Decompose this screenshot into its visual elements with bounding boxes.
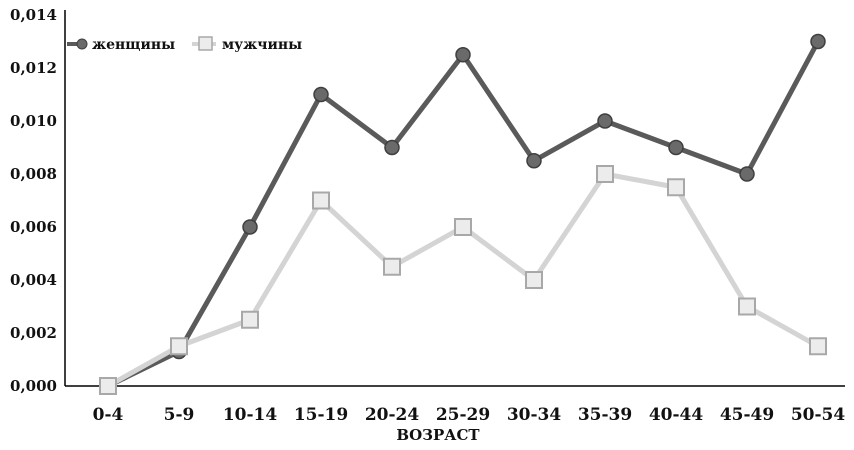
y-tick-label: 0,014 — [10, 6, 57, 24]
data-point — [668, 139, 684, 156]
data-point — [809, 337, 827, 356]
data-point — [454, 218, 472, 236]
series-layer — [99, 33, 827, 395]
y-tick-label: 0,004 — [10, 271, 57, 289]
data-point — [313, 86, 329, 103]
y-tick-label: 0,000 — [10, 377, 57, 395]
x-tick-label: 20-24 — [365, 405, 420, 425]
x-tick-label: 15-19 — [294, 405, 348, 425]
x-tick-label: 25-29 — [436, 405, 490, 425]
legend-marker-men — [198, 36, 213, 51]
x-axis-title: ВОЗРАСТ — [396, 426, 480, 444]
data-point — [667, 178, 685, 197]
data-point — [525, 271, 543, 289]
data-point — [739, 166, 755, 182]
data-point — [241, 310, 259, 329]
data-point — [810, 33, 826, 50]
y-tick-label: 0,008 — [10, 165, 57, 183]
series-women — [100, 33, 826, 394]
y-axis-ticks: 0,000 0,002 0,004 0,006 0,008 0,010 0,012 0,014 — [10, 6, 57, 395]
series-men — [99, 165, 827, 395]
y-tick-label: 0,010 — [10, 112, 57, 130]
legend-label-men: мужчины — [222, 37, 302, 53]
data-point — [383, 257, 401, 276]
data-point — [99, 377, 117, 395]
x-tick-label: 40-44 — [649, 405, 704, 425]
legend-label-women: женщины — [92, 37, 175, 53]
x-tick-label: 45-49 — [720, 405, 774, 425]
x-tick-label: 10-14 — [223, 405, 278, 425]
y-tick-label: 0,006 — [10, 218, 57, 236]
x-tick-label: 35-39 — [578, 405, 632, 425]
data-point — [242, 219, 258, 235]
axes — [64, 10, 845, 387]
data-point — [312, 191, 330, 210]
x-tick-label: 50-54 — [791, 405, 846, 425]
data-point — [455, 47, 471, 63]
data-point — [597, 113, 613, 129]
legend: женщины мужчины — [67, 36, 302, 53]
series-line — [106, 171, 820, 389]
data-point — [596, 165, 614, 183]
legend-marker-women — [76, 38, 88, 50]
x-tick-label: 30-34 — [507, 405, 562, 425]
data-point — [170, 337, 188, 356]
x-tick-label: 0-4 — [93, 405, 124, 425]
data-point — [384, 139, 400, 156]
y-tick-label: 0,012 — [10, 59, 57, 77]
x-axis-ticks: 0-4 5-9 10-14 15-19 20-24 25-29 30-34 35-39 40-4… — [93, 405, 846, 425]
data-point — [526, 153, 542, 169]
x-tick-label: 5-9 — [164, 405, 195, 425]
y-tick-label: 0,002 — [10, 324, 57, 342]
data-point — [738, 297, 756, 316]
